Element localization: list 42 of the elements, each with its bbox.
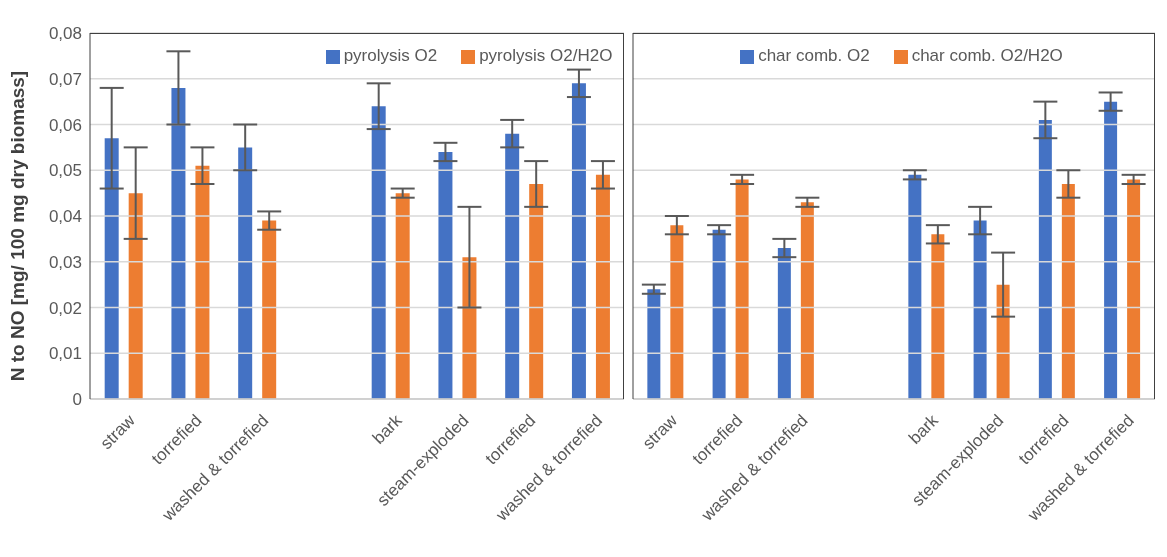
bar (735, 179, 749, 399)
legend-label: pyrolysis O2/H2O (479, 46, 613, 65)
bar (104, 138, 119, 399)
bar (262, 220, 277, 399)
bar (438, 151, 453, 399)
bar (800, 202, 814, 399)
bar (128, 193, 143, 399)
bar (1038, 119, 1052, 399)
bar (595, 174, 610, 399)
y-tick-label: 0,08 (48, 24, 82, 44)
bar (1061, 183, 1075, 399)
y-tick-label: 0,06 (48, 115, 82, 135)
bar (1104, 101, 1118, 399)
bar (505, 133, 520, 399)
y-tick-label: 0,04 (48, 207, 82, 227)
bar (996, 284, 1010, 399)
legend-label: char comb. O2/H2O (911, 46, 1063, 65)
y-tick-label: 0,05 (48, 161, 82, 181)
bar (908, 174, 922, 399)
y-tick-label: 0 (72, 390, 82, 410)
y-tick-label: 0,07 (48, 69, 82, 89)
bar (462, 257, 477, 399)
legend-label: char comb. O2 (758, 46, 870, 65)
y-tick-label: 0,03 (48, 252, 82, 272)
y-axis-title: N to NO [mg/ 100 mg dry biomass] (6, 70, 28, 382)
bar (973, 220, 987, 399)
bar (371, 106, 386, 399)
bar (571, 83, 586, 399)
bar (171, 87, 186, 399)
bar (238, 147, 253, 399)
bar (395, 193, 410, 399)
y-tick-label: 0,02 (48, 298, 82, 318)
bar (931, 234, 945, 399)
bar (777, 248, 791, 399)
bar (529, 183, 544, 399)
y-tick-label: 0,01 (48, 344, 82, 364)
bar (670, 225, 684, 399)
bar (195, 165, 210, 399)
legend-label: pyrolysis O2 (343, 46, 438, 65)
bar (712, 229, 726, 399)
bar (647, 289, 661, 399)
bar (1127, 179, 1141, 399)
